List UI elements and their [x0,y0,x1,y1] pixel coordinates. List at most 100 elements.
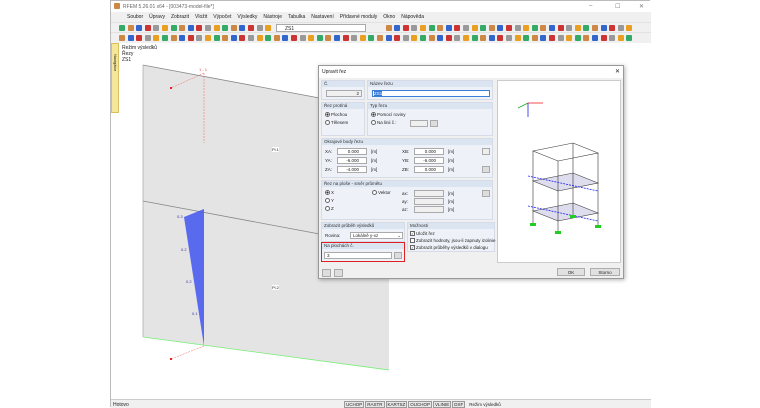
toolbar-button-icon[interactable] [256,25,263,31]
toolbar-button-icon[interactable] [583,25,590,31]
vector-input[interactable] [414,198,444,205]
radio-direction-x[interactable]: X [325,190,334,196]
toolbar-button-icon[interactable] [454,35,461,41]
toolbar-button-icon[interactable] [187,35,194,41]
toolbar-button-icon[interactable] [187,25,194,31]
toolbar-button-icon[interactable] [230,35,237,41]
vector-input[interactable] [414,206,444,213]
toolbar-button-icon[interactable] [523,35,530,41]
ok-button[interactable]: OK [557,268,585,276]
radio-solid[interactable]: Tělesem [325,120,348,126]
toolbar-button-icon[interactable] [592,25,598,31]
surfaces-input[interactable]: 3 [324,252,392,259]
coord-input[interactable]: 0.000 [414,148,444,155]
menu-item[interactable]: Úpravy [149,14,165,20]
toolbar-button-icon[interactable] [368,35,375,41]
radio-direction-z[interactable]: Z [325,206,334,212]
toolbar-button-icon[interactable] [351,35,358,41]
toolbar-button-icon[interactable] [540,35,547,41]
toolbar-button-icon[interactable] [420,25,426,31]
toolbar-button-icon[interactable] [531,25,538,31]
toolbar-button-icon[interactable] [308,35,315,41]
toolbar-button-icon[interactable] [282,35,289,41]
pick-points-button[interactable] [482,148,490,155]
toolbar-button-icon[interactable] [574,25,581,31]
toolbar-button-icon[interactable] [316,35,323,41]
toolbar-button-icon[interactable] [497,35,504,41]
toolbar-button-icon[interactable] [248,35,254,41]
toolbar-button-icon[interactable] [119,35,125,41]
toolbar-button-icon[interactable] [411,25,418,31]
toolbar-button-icon[interactable] [463,35,469,41]
toolbar-button-icon[interactable] [437,25,444,31]
toolbar-button-icon[interactable] [549,35,555,41]
menu-item[interactable]: Soubor [127,14,144,20]
toolbar-button-icon[interactable] [196,25,203,31]
pick-surfaces-button[interactable] [394,252,402,259]
maximize-button[interactable]: ☐ [615,4,621,10]
toolbar-button-icon[interactable] [213,25,220,31]
toolbar-button-icon[interactable] [488,35,495,41]
toolbar-button-icon[interactable] [162,35,168,41]
toolbar-button-icon[interactable] [334,35,340,41]
dialog-close-button[interactable]: ✕ [615,69,621,75]
coord-input[interactable]: 0.000 [337,148,367,155]
option-checkbox[interactable]: ✓ Zobrazit průběhy výsledků v dialogu [410,245,488,251]
toolbar-button-icon[interactable] [222,25,229,31]
toolbar-button-icon[interactable] [574,35,581,41]
toolbar-button-icon[interactable] [609,35,616,41]
toolbar-button-icon[interactable] [179,25,186,31]
toolbar-button-icon[interactable] [213,35,220,41]
radio-by-plane[interactable]: Pomocí roviny [371,112,406,118]
toolbar-button-icon[interactable] [153,25,160,31]
toolbar-button-icon[interactable] [230,25,237,31]
toolbar-button-icon[interactable] [463,25,469,31]
toolbar-button-icon[interactable] [179,35,186,41]
coord-input[interactable]: -6.000 [337,157,367,164]
toolbar-button-icon[interactable] [480,25,487,31]
toolbar-button-icon[interactable] [420,35,426,41]
toolbar-button-icon[interactable] [497,25,504,31]
toolbar-button-icon[interactable] [342,35,349,41]
toolbar-button-icon[interactable] [170,35,177,41]
toolbar-button-icon[interactable] [385,35,392,41]
toolbar-button-icon[interactable] [600,35,607,41]
toolbar-button-icon[interactable] [377,35,383,41]
toolbar-button-icon[interactable] [196,35,203,41]
close-button[interactable]: ✕ [639,4,645,10]
toolbar-button-icon[interactable] [127,35,134,41]
help-button[interactable] [322,269,331,277]
line-number-input[interactable] [410,120,428,127]
toolbar-button-icon[interactable] [445,25,452,31]
toolbar-button-icon[interactable] [557,25,564,31]
menu-item[interactable]: Výsledky [237,14,258,20]
cancel-button[interactable]: Storno [590,268,620,276]
toolbar-button-icon[interactable] [506,25,512,31]
menu-item[interactable]: Nástroje [263,14,282,20]
toolbar-button-icon[interactable] [609,25,616,31]
load-case-select[interactable]: ZS1 [276,24,366,32]
vector-input[interactable] [414,190,444,197]
toolbar-button-icon[interactable] [428,25,435,31]
toolbar-button-icon[interactable] [256,35,263,41]
coord-input[interactable]: -4.000 [337,166,367,173]
toolbar-button-icon[interactable] [265,35,272,41]
toolbar-button-icon[interactable] [540,25,547,31]
menu-item[interactable]: Vložit [195,14,208,20]
plane-select[interactable]: Lokálně y-xz ⌄ [350,232,403,239]
radio-vector[interactable]: Vektor [372,190,391,196]
toolbar-button-icon[interactable] [291,35,297,41]
coord-input[interactable]: -6.000 [414,157,444,164]
units-button[interactable] [334,269,343,277]
menu-item[interactable]: Přídavné moduly [339,14,378,20]
toolbar-button-icon[interactable] [531,35,538,41]
toolbar-button-icon[interactable] [239,25,246,31]
toolbar-button-icon[interactable] [205,35,211,41]
minimize-button[interactable]: – [589,3,593,9]
toolbar-button-icon[interactable] [600,25,607,31]
radio-direction-y[interactable]: Y [325,198,334,204]
toolbar-button-icon[interactable] [480,35,487,41]
toolbar-button-icon[interactable] [488,25,495,31]
toolbar-button-icon[interactable] [549,25,555,31]
menu-item[interactable]: Zobrazit [170,14,190,20]
